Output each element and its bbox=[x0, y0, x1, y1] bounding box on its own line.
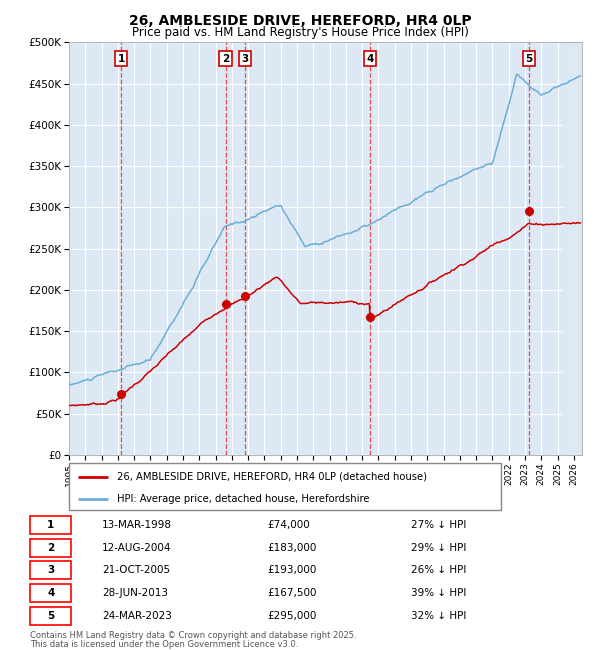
Text: 13-MAR-1998: 13-MAR-1998 bbox=[102, 520, 172, 530]
Text: 26, AMBLESIDE DRIVE, HEREFORD, HR4 0LP (detached house): 26, AMBLESIDE DRIVE, HEREFORD, HR4 0LP (… bbox=[116, 471, 427, 482]
Text: 3: 3 bbox=[47, 566, 55, 575]
FancyBboxPatch shape bbox=[30, 562, 71, 580]
Text: 24-MAR-2023: 24-MAR-2023 bbox=[102, 611, 172, 621]
Text: 5: 5 bbox=[47, 611, 55, 621]
FancyBboxPatch shape bbox=[30, 516, 71, 534]
Text: £167,500: £167,500 bbox=[268, 588, 317, 598]
Text: Contains HM Land Registry data © Crown copyright and database right 2025.: Contains HM Land Registry data © Crown c… bbox=[30, 631, 356, 640]
Bar bbox=[562, 42, 582, 455]
Text: 5: 5 bbox=[525, 54, 532, 64]
Text: £183,000: £183,000 bbox=[268, 543, 317, 552]
Text: 4: 4 bbox=[47, 588, 55, 598]
Text: 12-AUG-2004: 12-AUG-2004 bbox=[102, 543, 171, 552]
Text: 26% ↓ HPI: 26% ↓ HPI bbox=[411, 566, 466, 575]
Text: 28-JUN-2013: 28-JUN-2013 bbox=[102, 588, 168, 598]
FancyBboxPatch shape bbox=[30, 607, 71, 625]
FancyBboxPatch shape bbox=[30, 584, 71, 602]
FancyBboxPatch shape bbox=[30, 538, 71, 556]
Text: £193,000: £193,000 bbox=[268, 566, 317, 575]
Text: 1: 1 bbox=[118, 54, 125, 64]
Text: 27% ↓ HPI: 27% ↓ HPI bbox=[411, 520, 466, 530]
Text: 32% ↓ HPI: 32% ↓ HPI bbox=[411, 611, 466, 621]
Text: This data is licensed under the Open Government Licence v3.0.: This data is licensed under the Open Gov… bbox=[30, 640, 298, 649]
Text: 29% ↓ HPI: 29% ↓ HPI bbox=[411, 543, 466, 552]
Text: 2: 2 bbox=[47, 543, 55, 552]
Text: HPI: Average price, detached house, Herefordshire: HPI: Average price, detached house, Here… bbox=[116, 493, 369, 504]
Text: Price paid vs. HM Land Registry's House Price Index (HPI): Price paid vs. HM Land Registry's House … bbox=[131, 26, 469, 39]
Text: 4: 4 bbox=[367, 54, 374, 64]
Text: 3: 3 bbox=[241, 54, 248, 64]
Text: £74,000: £74,000 bbox=[268, 520, 310, 530]
Text: 1: 1 bbox=[47, 520, 55, 530]
Text: 2: 2 bbox=[222, 54, 229, 64]
Text: 39% ↓ HPI: 39% ↓ HPI bbox=[411, 588, 466, 598]
Text: 26, AMBLESIDE DRIVE, HEREFORD, HR4 0LP: 26, AMBLESIDE DRIVE, HEREFORD, HR4 0LP bbox=[128, 14, 472, 29]
Text: £295,000: £295,000 bbox=[268, 611, 317, 621]
Text: 21-OCT-2005: 21-OCT-2005 bbox=[102, 566, 170, 575]
FancyBboxPatch shape bbox=[69, 463, 501, 510]
